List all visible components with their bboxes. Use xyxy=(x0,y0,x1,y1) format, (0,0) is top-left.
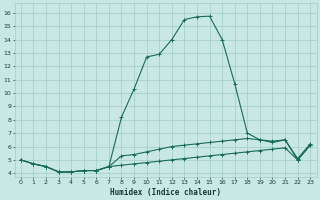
X-axis label: Humidex (Indice chaleur): Humidex (Indice chaleur) xyxy=(110,188,221,197)
